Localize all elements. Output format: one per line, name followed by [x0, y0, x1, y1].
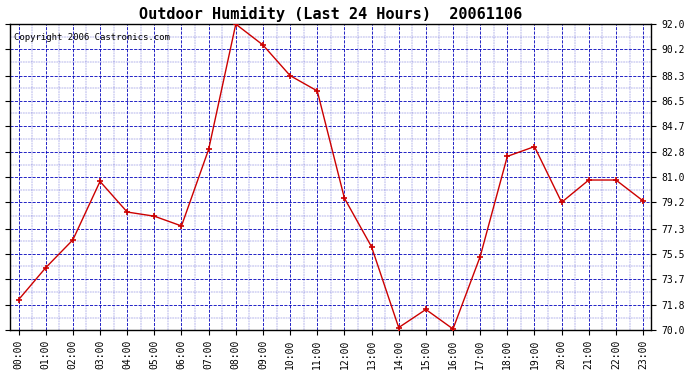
Title: Outdoor Humidity (Last 24 Hours)  20061106: Outdoor Humidity (Last 24 Hours) 2006110…: [139, 6, 522, 21]
Text: Copyright 2006 Castronics.com: Copyright 2006 Castronics.com: [14, 33, 170, 42]
